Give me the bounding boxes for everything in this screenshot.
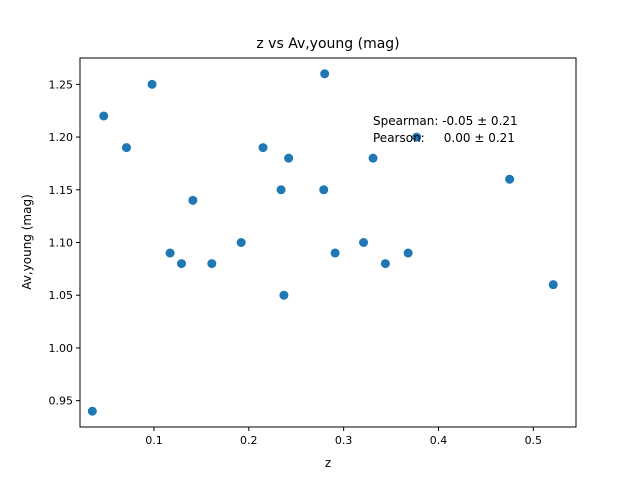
data-point-13: [319, 185, 329, 195]
data-point-15: [330, 248, 340, 258]
y-tick-label-5: 1.20: [49, 131, 74, 144]
x-tick-label-2: 0.3: [335, 434, 353, 447]
data-point-16: [359, 238, 369, 247]
x-tick-label-1: 0.2: [240, 434, 258, 447]
data-point-8: [236, 238, 246, 247]
data-point-0: [87, 406, 97, 416]
chart-title: z vs Av,young (mag): [256, 36, 399, 52]
data-point-7: [207, 259, 217, 269]
spearman-annotation: Spearman: -0.05 ± 0.21: [373, 114, 518, 128]
plot-area: [80, 58, 576, 427]
data-point-10: [276, 185, 286, 195]
data-point-17: [368, 153, 378, 163]
data-point-11: [279, 290, 289, 300]
data-point-4: [165, 248, 175, 258]
y-axis-ticks: 0.95 1.00 1.05 1.10 1.15 1.20 1.25: [49, 78, 80, 408]
data-point-1: [99, 111, 109, 121]
data-point-20: [412, 132, 422, 142]
x-axis-label: z: [325, 456, 331, 470]
data-point-22: [548, 280, 558, 290]
y-tick-label-2: 1.05: [49, 289, 74, 302]
y-tick-label-4: 1.15: [49, 184, 74, 197]
data-point-3: [147, 79, 157, 89]
data-point-12: [284, 153, 294, 163]
data-point-18: [380, 259, 390, 269]
data-point-21: [505, 174, 515, 184]
y-tick-label-1: 1.00: [49, 342, 74, 355]
data-point-6: [188, 195, 198, 205]
data-points: [87, 69, 558, 416]
data-point-5: [176, 259, 186, 269]
y-tick-label-0: 0.95: [49, 395, 74, 408]
data-point-19: [403, 248, 413, 258]
data-point-14: [320, 69, 330, 79]
data-point-9: [258, 143, 268, 153]
x-tick-label-4: 0.5: [525, 434, 543, 447]
x-axis-ticks: 0.1 0.2 0.3 0.4 0.5: [145, 427, 542, 447]
y-axis-label: Av,young (mag): [20, 194, 34, 290]
pearson-annotation: Pearson: 0.00 ± 0.21: [373, 131, 515, 145]
x-tick-label-0: 0.1: [145, 434, 163, 447]
x-tick-label-3: 0.4: [430, 434, 448, 447]
y-tick-label-3: 1.10: [49, 237, 74, 250]
data-point-2: [121, 143, 131, 153]
y-tick-label-6: 1.25: [49, 78, 74, 91]
